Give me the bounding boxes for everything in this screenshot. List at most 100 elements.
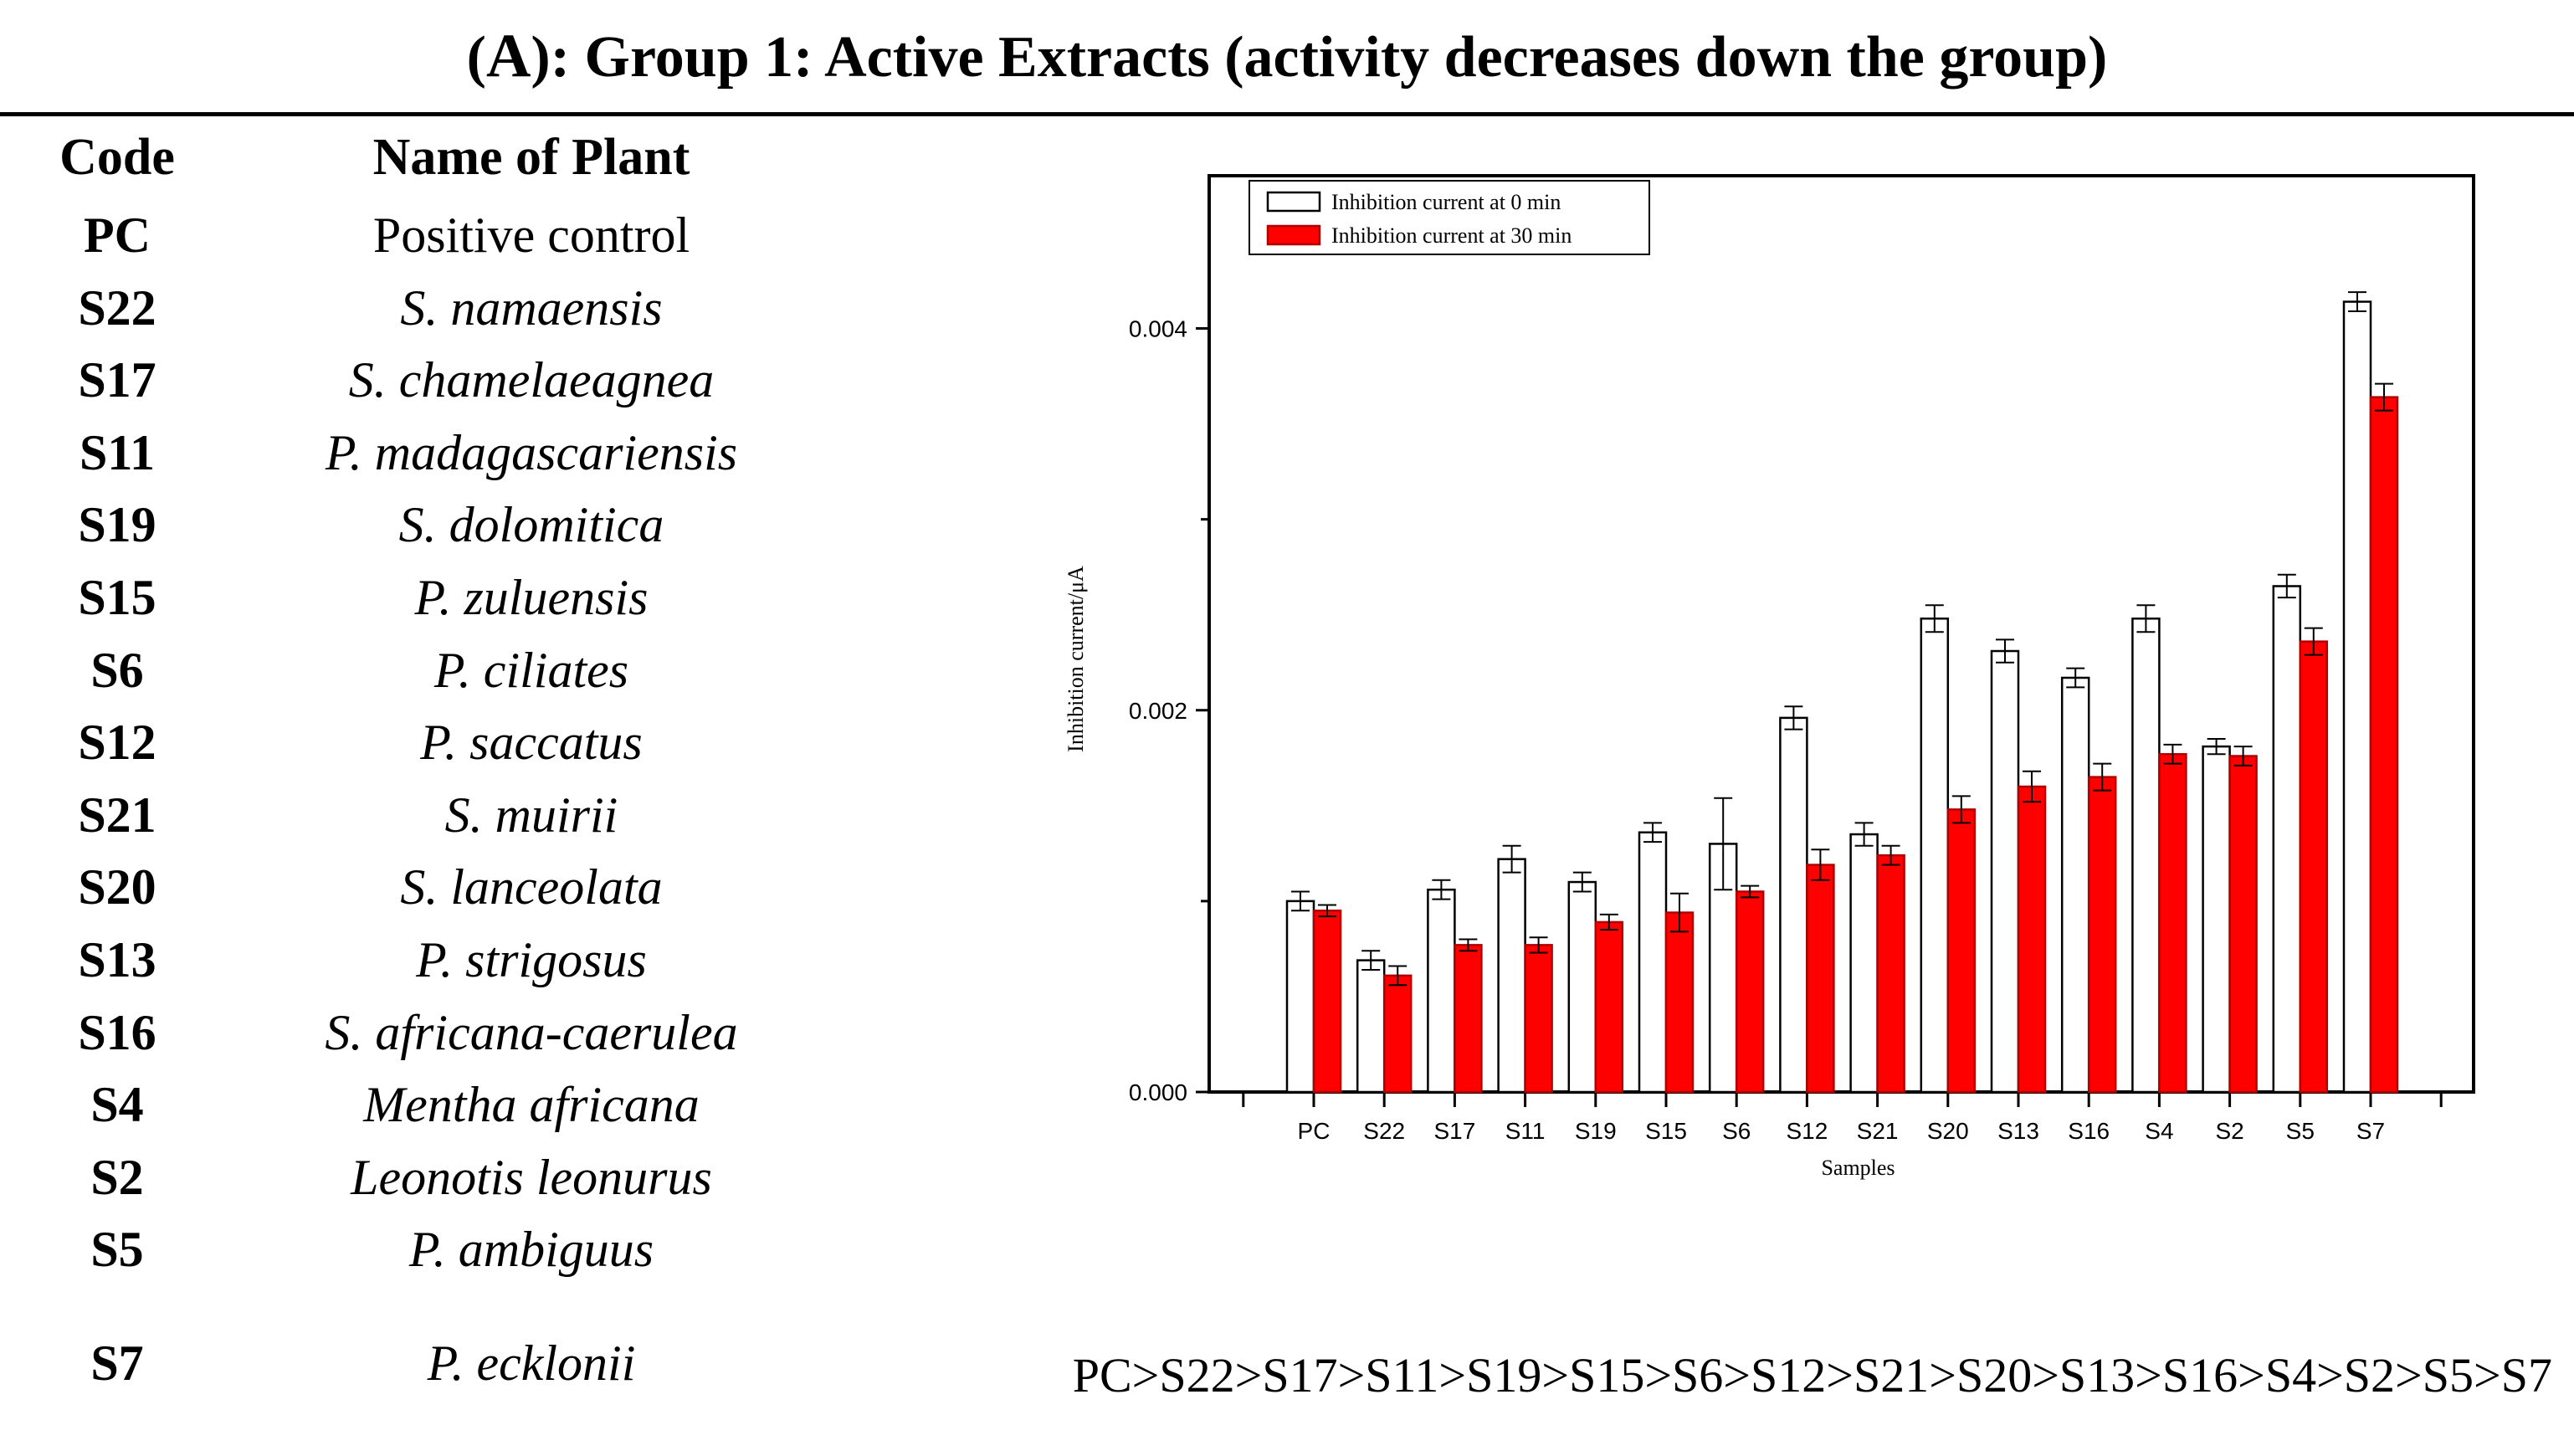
row-code: S12 — [78, 715, 156, 771]
title-rule — [0, 112, 2574, 116]
x-tick-label: S5 — [2286, 1118, 2315, 1144]
row-code: S21 — [78, 787, 156, 843]
row-plant-name: P. saccatus — [420, 715, 643, 771]
table-row: PC Positive control — [0, 199, 837, 271]
bar-30min-PC — [1312, 910, 1342, 1094]
activity-ordering: PC>S22>S17>S11>S19>S15>S6>S12>S21>S20>S1… — [1072, 1348, 2552, 1402]
row-plant-name: P. strigosus — [416, 932, 647, 987]
x-tick-label: S17 — [1433, 1118, 1475, 1144]
table-row: S16 S. africana-caerulea — [0, 997, 837, 1069]
table-row: S17 S. chamelaeagnea — [0, 344, 837, 416]
title-suffix: ): Group 1: Active Extracts (activity de… — [531, 25, 2108, 90]
bar-30min-S4 — [2158, 752, 2187, 1094]
legend-label: Inhibition current at 30 min — [1331, 223, 1572, 248]
y-tick-label: 0.004 — [1129, 316, 1187, 342]
bar-30min-S6 — [1735, 890, 1765, 1094]
table-row: S2 Leonotis leonurus — [0, 1141, 837, 1213]
x-tick-label: PC — [1298, 1118, 1331, 1144]
row-code: S20 — [78, 859, 156, 915]
row-code: S13 — [78, 932, 156, 987]
table-row: S12 P. saccatus — [0, 706, 837, 778]
row-code: S16 — [78, 1004, 156, 1060]
bar-30min-S11 — [1524, 944, 1553, 1094]
bar-0min-S22 — [1356, 959, 1386, 1094]
row-plant-name: P. ciliates — [433, 642, 629, 698]
table-row: S22 S. namaensis — [0, 272, 837, 344]
bar-30min-S5 — [2299, 640, 2329, 1094]
y-axis-label: Inhibition current/μA — [1064, 566, 1088, 752]
bar-30min-S7 — [2369, 396, 2399, 1094]
x-axis-label: Samples — [1821, 1156, 1895, 1180]
bar-0min-S15 — [1638, 831, 1668, 1094]
bar-0min-S11 — [1497, 858, 1526, 1094]
x-tick-label: S15 — [1645, 1118, 1687, 1144]
bar-0min-S5 — [2272, 585, 2302, 1094]
bar-0min-PC — [1285, 900, 1315, 1094]
row-plant-name: S. africana-caerulea — [325, 1004, 738, 1060]
x-tick-label: S22 — [1363, 1118, 1405, 1144]
row-code: S6 — [90, 642, 144, 698]
bar-30min-S19 — [1594, 920, 1624, 1094]
table-row: S11 P. madagascariensis — [0, 417, 837, 489]
table-row: S7 P. ecklonii — [0, 1327, 837, 1399]
x-tick-label: S12 — [1786, 1118, 1828, 1144]
x-tick-label: S21 — [1857, 1118, 1899, 1144]
plot-frame — [1208, 174, 2475, 1094]
x-tick-label: S16 — [2068, 1118, 2110, 1144]
bar-0min-S12 — [1779, 716, 1808, 1094]
x-tick-label: S7 — [2356, 1118, 2385, 1144]
bar-0min-S17 — [1427, 888, 1456, 1094]
table-row: S19 S. dolomitica — [0, 489, 837, 561]
y-tick-label: 0.002 — [1129, 698, 1187, 724]
title-letter: A — [485, 22, 531, 90]
legend-swatch — [1266, 224, 1321, 246]
bar-30min-S12 — [1806, 864, 1835, 1094]
table-row: S21 S. muirii — [0, 779, 837, 851]
row-plant-name: S. muirii — [444, 787, 618, 843]
bar-30min-S17 — [1454, 944, 1483, 1094]
row-code: S17 — [78, 352, 156, 408]
legend-label: Inhibition current at 0 min — [1331, 190, 1561, 214]
row-plant-name: P. ambiguus — [408, 1222, 654, 1278]
row-plant-name: S. dolomitica — [398, 497, 664, 553]
row-code: S11 — [79, 424, 156, 480]
bar-30min-S15 — [1664, 911, 1695, 1094]
y-tick-label: 0.000 — [1129, 1079, 1187, 1105]
x-tick-label: S20 — [1927, 1118, 1969, 1144]
x-tick-label: S11 — [1505, 1118, 1546, 1144]
bar-30min-S16 — [2087, 776, 2117, 1094]
x-tick-label: S2 — [2215, 1118, 2243, 1144]
row-code: S5 — [90, 1222, 144, 1278]
row-code: PC — [84, 208, 151, 263]
bar-30min-S21 — [1876, 854, 1905, 1094]
bar-30min-S20 — [1946, 808, 1977, 1094]
bar-0min-S2 — [2202, 745, 2231, 1094]
bar-0min-S21 — [1849, 833, 1879, 1094]
bar-0min-S13 — [1990, 649, 2020, 1094]
bar-0min-S6 — [1708, 843, 1738, 1094]
table-row: S20 S. lanceolata — [0, 851, 837, 923]
table-row: S13 P. strigosus — [0, 924, 837, 996]
bar-30min-S2 — [2228, 755, 2258, 1094]
bar-0min-S16 — [2060, 676, 2090, 1094]
bar-0min-S7 — [2342, 300, 2372, 1094]
row-plant-name: P. ecklonii — [427, 1336, 636, 1392]
code-header: Code — [59, 129, 175, 186]
row-plant-name: Leonotis leonurus — [351, 1149, 712, 1205]
table-row: S15 P. zuluensis — [0, 561, 837, 633]
x-tick-label: S6 — [1722, 1118, 1751, 1144]
row-code: S2 — [90, 1149, 144, 1205]
row-code: S15 — [78, 570, 156, 625]
table-row: S5 P. ambiguus — [0, 1213, 837, 1285]
row-code: S22 — [78, 279, 156, 336]
bar-0min-S19 — [1567, 880, 1597, 1094]
title-prefix: ( — [466, 25, 486, 90]
inhibition-current-chart: 0.000 0.002 0.004 PC S22 S17 S11 S19 S15 S6 S12 S21… — [1064, 174, 2475, 1180]
plant-name-header: Name of Plant — [372, 129, 690, 186]
bar-30min-S13 — [2017, 785, 2047, 1094]
row-plant-name: Mentha africana — [363, 1077, 700, 1133]
bar-30min-S22 — [1382, 974, 1413, 1094]
bar-0min-S4 — [2131, 618, 2161, 1094]
row-plant-name: S. chamelaeagnea — [348, 352, 715, 408]
x-tick-label: S13 — [1997, 1118, 2039, 1144]
